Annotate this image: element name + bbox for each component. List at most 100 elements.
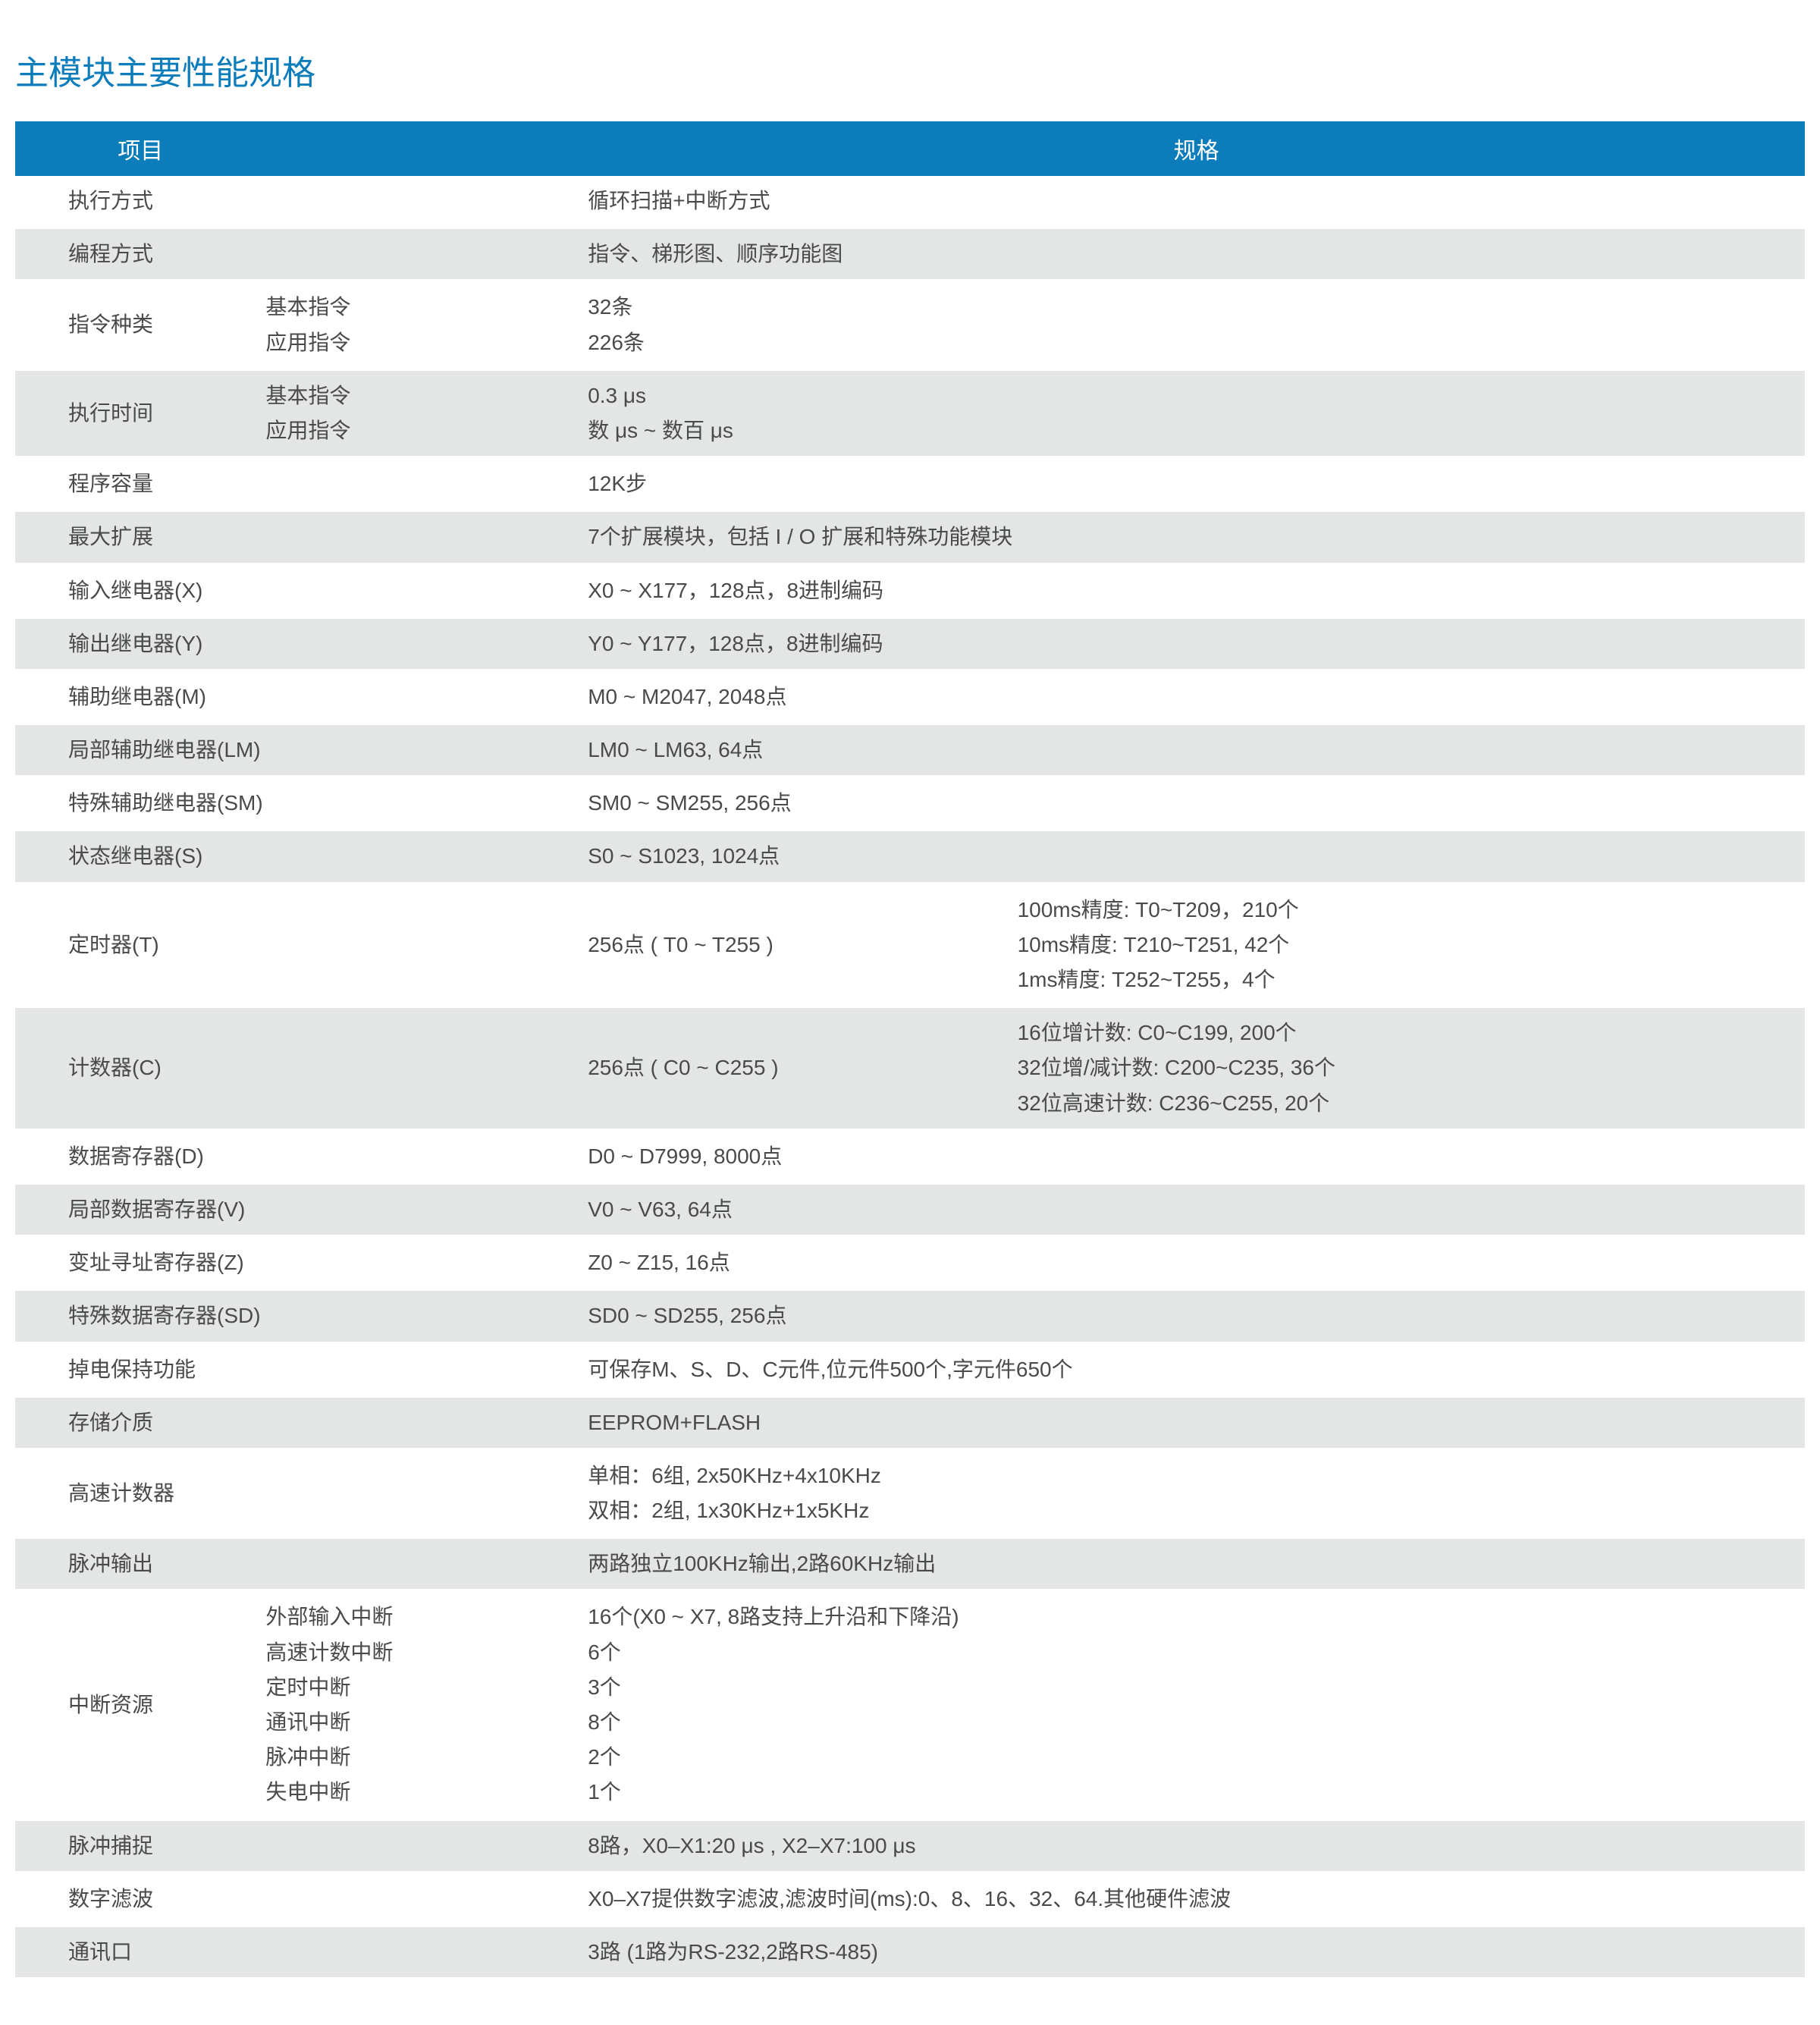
table-header-row: 项目规格 — [15, 121, 1805, 176]
table-row: 编程方式 指令、梯形图、顺序功能图 — [15, 229, 1805, 279]
spec-cell: S0 ~ S1023, 1024点 — [588, 831, 1805, 881]
item-cell: 数据寄存器(D) — [15, 1132, 265, 1182]
cell-line: 定时器(T) — [68, 928, 265, 962]
cell-line: 32位增/减计数: C200~C235, 36个 — [1018, 1050, 1805, 1085]
cell-line: 16个(X0 ~ X7, 8路支持上升沿和下降沿) — [588, 1600, 1805, 1634]
cell-line: 数 μs ~ 数百 μs — [588, 413, 1805, 448]
table-row: 执行方式 循环扫描+中断方式 — [15, 176, 1805, 226]
spec-cell-extra: 100ms精度: T0~T209，210个10ms精度: T210~T251, … — [1018, 885, 1805, 1006]
spec-cell: 256点 ( T0 ~ T255 ) — [588, 885, 1017, 1006]
table-row: 指令种类基本指令应用指令32条226条 — [15, 282, 1805, 367]
cell-line: 状态继电器(S) — [68, 839, 265, 874]
sub-cell — [265, 1132, 588, 1182]
sub-cell — [265, 831, 588, 881]
spec-cell: 两路独立100KHz输出,2路60KHz输出 — [588, 1539, 1805, 1589]
cell-line: Y0 ~ Y177，128点，8进制编码 — [588, 626, 1805, 661]
sub-cell — [265, 619, 588, 669]
spec-cell: SD0 ~ SD255, 256点 — [588, 1291, 1805, 1341]
cell-line: 最大扩展 — [68, 520, 265, 554]
cell-line: 8个 — [588, 1705, 1805, 1740]
cell-line: 应用指令 — [265, 325, 588, 360]
cell-line: 高速计数中断 — [265, 1635, 588, 1670]
cell-line: 局部辅助继电器(LM) — [68, 733, 265, 768]
sub-cell — [265, 1398, 588, 1448]
cell-line: 单相：6组, 2x50KHz+4x10KHz — [588, 1458, 1805, 1493]
spec-cell: SM0 ~ SM255, 256点 — [588, 778, 1805, 828]
item-cell: 输入继电器(X) — [15, 566, 265, 616]
cell-line: 计数器(C) — [68, 1050, 265, 1085]
cell-line: 编程方式 — [68, 237, 265, 272]
item-cell: 特殊数据寄存器(SD) — [15, 1291, 265, 1341]
table-row: 输入继电器(X) X0 ~ X177，128点，8进制编码 — [15, 566, 1805, 616]
spec-cell: 16个(X0 ~ X7, 8路支持上升沿和下降沿)6个3个8个2个1个 — [588, 1592, 1805, 1817]
spec-cell: 7个扩展模块，包括 I / O 扩展和特殊功能模块 — [588, 512, 1805, 562]
cell-line: 32条 — [588, 290, 1805, 325]
cell-line: 10ms精度: T210~T251, 42个 — [1018, 928, 1805, 962]
cell-line: SM0 ~ SM255, 256点 — [588, 786, 1805, 821]
table-row: 输出继电器(Y) Y0 ~ Y177，128点，8进制编码 — [15, 619, 1805, 669]
cell-line: X0 ~ X177，128点，8进制编码 — [588, 573, 1805, 608]
cell-line: 3个 — [588, 1670, 1805, 1705]
sub-cell — [265, 1451, 588, 1536]
cell-line: 特殊辅助继电器(SM) — [68, 786, 265, 821]
sub-cell — [265, 672, 588, 722]
cell-line: 失电中断 — [265, 1775, 588, 1810]
sub-cell — [265, 512, 588, 562]
spec-cell: 可保存M、S、D、C元件,位元件500个,字元件650个 — [588, 1345, 1805, 1395]
cell-line: 局部数据寄存器(V) — [68, 1192, 265, 1227]
cell-line: SD0 ~ SD255, 256点 — [588, 1298, 1805, 1333]
spec-cell: LM0 ~ LM63, 64点 — [588, 725, 1805, 775]
cell-line: 外部输入中断 — [265, 1600, 588, 1634]
cell-line: 执行时间 — [68, 396, 265, 431]
table-row: 存储介质EEPROM+FLASH — [15, 1398, 1805, 1448]
item-cell: 通讯口 — [15, 1927, 265, 1977]
item-cell: 输出继电器(Y) — [15, 619, 265, 669]
cell-line: 应用指令 — [265, 413, 588, 448]
item-cell: 变址寻址寄存器(Z) — [15, 1238, 265, 1288]
table-row: 计数器(C)256点 ( C0 ~ C255 )16位增计数: C0~C199,… — [15, 1008, 1805, 1129]
cell-line: 1个 — [588, 1775, 1805, 1810]
table-row: 状态继电器(S) S0 ~ S1023, 1024点 — [15, 831, 1805, 881]
cell-line: Z0 ~ Z15, 16点 — [588, 1245, 1805, 1280]
table-row: 掉电保持功能可保存M、S、D、C元件,位元件500个,字元件650个 — [15, 1345, 1805, 1395]
sub-cell: 基本指令应用指令 — [265, 282, 588, 367]
cell-line: 指令、梯形图、顺序功能图 — [588, 237, 1805, 272]
item-cell: 执行时间 — [15, 371, 265, 456]
cell-line: 数据寄存器(D) — [68, 1139, 265, 1174]
item-cell: 最大扩展 — [15, 512, 265, 562]
spec-cell: 256点 ( C0 ~ C255 ) — [588, 1008, 1017, 1129]
table-row: 高速计数器 单相：6组, 2x50KHz+4x10KHz双相：2组, 1x30KH… — [15, 1451, 1805, 1536]
sub-cell — [265, 229, 588, 279]
cell-line: LM0 ~ LM63, 64点 — [588, 733, 1805, 768]
table-row: 局部数据寄存器(V)V0 ~ V63, 64点 — [15, 1185, 1805, 1235]
item-cell: 脉冲输出 — [15, 1539, 265, 1589]
header-item: 项目 — [15, 121, 265, 176]
spec-cell: 8路，X0–X1:20 μs , X2–X7:100 μs — [588, 1821, 1805, 1871]
cell-line: 通讯中断 — [265, 1705, 588, 1740]
spec-cell: 0.3 μs数 μs ~ 数百 μs — [588, 371, 1805, 456]
cell-line: S0 ~ S1023, 1024点 — [588, 839, 1805, 874]
cell-line: 双相：2组, 1x30KHz+1x5KHz — [588, 1493, 1805, 1528]
spec-cell: EEPROM+FLASH — [588, 1398, 1805, 1448]
item-cell: 高速计数器 — [15, 1451, 265, 1536]
spec-cell: Z0 ~ Z15, 16点 — [588, 1238, 1805, 1288]
item-cell: 编程方式 — [15, 229, 265, 279]
sub-cell — [265, 566, 588, 616]
cell-line: 程序容量 — [68, 466, 265, 501]
table-row: 特殊数据寄存器(SD) SD0 ~ SD255, 256点 — [15, 1291, 1805, 1341]
sub-cell — [265, 1927, 588, 1977]
cell-line: 高速计数器 — [68, 1476, 265, 1511]
table-row: 变址寻址寄存器(Z) Z0 ~ Z15, 16点 — [15, 1238, 1805, 1288]
item-cell: 执行方式 — [15, 176, 265, 226]
cell-line: 7个扩展模块，包括 I / O 扩展和特殊功能模块 — [588, 520, 1805, 554]
cell-line: 特殊数据寄存器(SD) — [68, 1298, 265, 1333]
item-cell: 状态继电器(S) — [15, 831, 265, 881]
item-cell: 辅助继电器(M) — [15, 672, 265, 722]
cell-line: 输入继电器(X) — [68, 573, 265, 608]
sub-cell — [265, 1291, 588, 1341]
spec-cell: X0 ~ X177，128点，8进制编码 — [588, 566, 1805, 616]
cell-line: 226条 — [588, 325, 1805, 360]
cell-line: 输出继电器(Y) — [68, 626, 265, 661]
cell-line: D0 ~ D7999, 8000点 — [588, 1139, 1805, 1174]
spec-cell: 循环扫描+中断方式 — [588, 176, 1805, 226]
